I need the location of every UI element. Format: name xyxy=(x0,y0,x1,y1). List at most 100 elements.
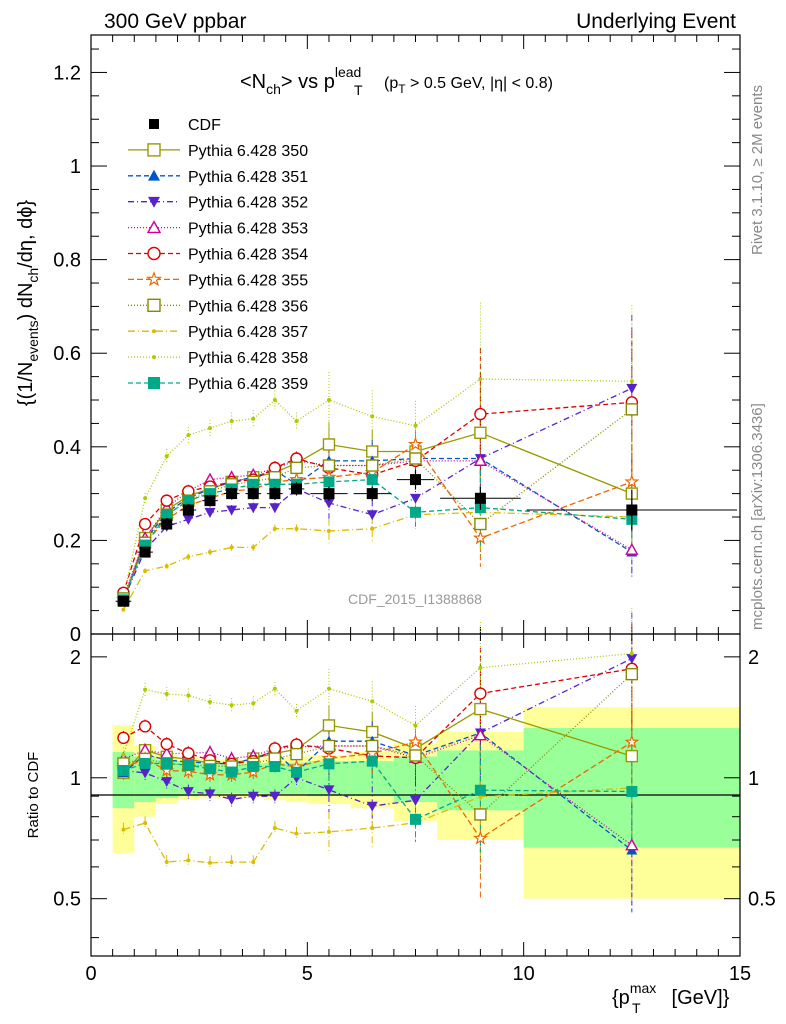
legend-label: Pythia 6.428 357 xyxy=(188,324,308,341)
main-axis-ticks: 0 0.2 0.4 0.6 0.8 1 1.2 xyxy=(53,35,741,646)
data-point xyxy=(226,488,238,500)
ratio-y-tick-label-right: 1 xyxy=(748,768,759,790)
ratio-y-tick-label-left: 2 xyxy=(70,647,81,669)
legend-label: Pythia 6.428 354 xyxy=(188,247,308,264)
ratio-point xyxy=(326,686,331,691)
ylabel-sub: ch xyxy=(25,268,41,283)
series-point xyxy=(473,453,488,466)
series-point xyxy=(322,459,336,472)
ratio-point xyxy=(370,699,375,704)
title-cut-rest: > 0.5 GeV, |η| < 0.8) xyxy=(406,75,553,92)
ratio-point xyxy=(226,795,238,805)
data-point xyxy=(626,504,638,516)
title-sub: ch xyxy=(266,81,281,97)
series-point xyxy=(186,554,191,559)
series-point xyxy=(323,498,335,509)
ratio-line xyxy=(123,787,632,864)
series-point xyxy=(472,530,488,545)
data-point xyxy=(204,495,216,507)
legend-label: CDF xyxy=(188,117,221,134)
legend-marker xyxy=(148,377,160,389)
ylabel-part: ) dN xyxy=(15,283,37,321)
ratio-point xyxy=(272,825,277,830)
ratio-point xyxy=(139,757,151,769)
legend-label: Pythia 6.428 355 xyxy=(188,272,308,289)
series-point xyxy=(207,550,212,555)
ratio-point xyxy=(625,667,639,681)
legend-label: Pythia 6.428 356 xyxy=(188,298,308,315)
series-point xyxy=(409,452,422,465)
series-point xyxy=(407,436,424,451)
data-point xyxy=(269,488,281,500)
series-point xyxy=(410,506,421,518)
ratio-point xyxy=(251,860,256,865)
y-tick-label: 0.2 xyxy=(53,530,81,552)
legend-marker xyxy=(152,329,156,334)
series-point xyxy=(139,539,151,551)
data-point xyxy=(323,488,335,500)
ratio-point xyxy=(247,761,259,773)
ratio-point xyxy=(409,749,422,762)
side-label-bottom: mcplots.cern.ch [arXiv:1306.3436] xyxy=(749,403,766,630)
legend-label: Pythia 6.428 358 xyxy=(188,350,308,367)
series-point xyxy=(160,494,173,507)
xlabel-sup: max xyxy=(630,980,656,996)
main-y-axis-label: {(1/Nevents) dNch/dη, dϕ} xyxy=(15,200,41,407)
ratio-point xyxy=(138,720,152,733)
ratio-point xyxy=(121,752,126,757)
ratio-point xyxy=(204,789,216,800)
ratio-point xyxy=(370,825,375,830)
ratio-point xyxy=(247,791,259,802)
legend-marker xyxy=(149,119,159,129)
series-point xyxy=(625,542,639,555)
x-tick-labels: 0 5 10 15 xyxy=(85,963,751,985)
ratio-point xyxy=(143,687,148,692)
ratio-point xyxy=(474,808,487,821)
series-point xyxy=(370,526,375,531)
ylabel-part: /dη, dϕ} xyxy=(15,200,37,268)
series-point xyxy=(161,509,173,521)
title-cut-sub: T xyxy=(398,82,406,96)
ratio-line xyxy=(123,673,633,816)
series-point xyxy=(229,545,234,550)
y-tick-label: 1.2 xyxy=(53,62,81,84)
ratio-point xyxy=(121,827,126,832)
ratio-point xyxy=(204,763,216,775)
data-point xyxy=(410,474,421,486)
ratio-line xyxy=(123,760,632,821)
series-point xyxy=(247,503,259,514)
x-tick-label: 10 xyxy=(513,963,535,985)
series-point xyxy=(326,529,331,534)
data-point xyxy=(474,492,486,504)
x-axis-label: {pmax T [GeV]} xyxy=(612,980,730,1016)
ratio-point xyxy=(323,758,335,770)
ratio-point xyxy=(272,686,277,691)
side-label-top: Rivet 3.1.10, ≥ 2M events xyxy=(749,85,766,255)
series-point xyxy=(143,496,148,501)
series-line xyxy=(122,387,633,601)
ratio-point xyxy=(182,759,194,771)
ratio-point xyxy=(410,795,421,806)
ratio-point xyxy=(322,739,336,753)
ratio-point xyxy=(408,734,423,749)
ratio-axis-ticks: 0.5 0.5 1 1 2 2 xyxy=(53,634,776,956)
series-point xyxy=(413,423,418,428)
title-cut: (p xyxy=(384,75,398,92)
series-point xyxy=(272,526,277,531)
title-part: <N xyxy=(240,71,266,93)
ratio-markers xyxy=(115,651,640,865)
series-point xyxy=(323,476,335,488)
y-tick-label: 0.6 xyxy=(53,343,81,365)
ratio-point xyxy=(410,813,421,825)
ratio-point xyxy=(322,719,336,732)
ratio-point xyxy=(323,785,335,796)
series-point xyxy=(366,459,379,472)
main-markers xyxy=(115,376,737,612)
ratio-line xyxy=(123,741,633,840)
series-point xyxy=(474,517,487,531)
ratio-point xyxy=(269,761,281,773)
series-line xyxy=(122,432,633,601)
ratio-point xyxy=(229,860,234,865)
title-sub: T xyxy=(354,82,363,98)
header-left: 300 GeV ppbar xyxy=(104,10,246,33)
